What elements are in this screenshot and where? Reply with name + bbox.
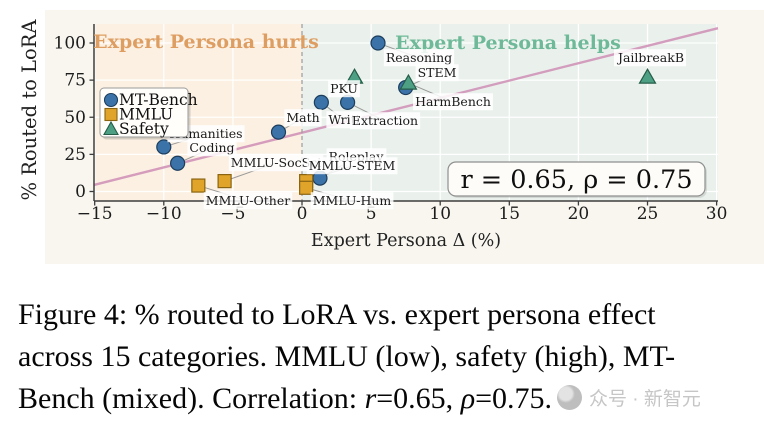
y-tick-label-0: 0: [75, 182, 86, 202]
point-label-mmlu-hum: MMLU-Hum: [313, 193, 392, 208]
stats-box-frame: [447, 161, 706, 197]
x-tick-label-5: 5: [366, 204, 377, 224]
point-mmlu-mmlu-socsci: [217, 174, 232, 189]
point-label-pku: PKU: [330, 81, 358, 96]
legend-marker-square-icon: [104, 107, 118, 122]
point-label-bg-reasoning: [383, 49, 455, 67]
figure-caption: Figure 4: % routed to LoRA vs. expert pe…: [18, 294, 760, 420]
watermark: 众号 · 新智元: [557, 384, 701, 411]
point-mt-bench-reasoning: [370, 35, 386, 51]
point-mt-bench-extraction: [340, 94, 356, 111]
point-label-bg-pku: [328, 80, 360, 98]
point-label-bg-mmlu-hum: [310, 192, 394, 210]
point-mmlu-mmlu-other: [191, 178, 206, 193]
point-label-bg-coding: [187, 139, 237, 157]
legend-marker-triangle-icon: [103, 120, 119, 136]
y-tick-label-100: 100: [54, 34, 86, 54]
point-safety-harmbench: [399, 73, 418, 90]
stats-box-text: r = 0.65, ρ = 0.75: [460, 165, 692, 195]
point-label-extraction: Extraction: [352, 113, 418, 128]
legend-marker-circle-icon: [103, 92, 119, 108]
point-label-bg-jailbreakb: [613, 49, 687, 67]
correlation-rho-symbol: ρ: [460, 382, 476, 415]
x-axis-label: Expert Persona Δ (%): [311, 231, 501, 251]
point-label-bg-mmlu-other: [203, 192, 293, 210]
point-mt-bench-coding: [170, 155, 186, 171]
point-safety-jailbreakb: [638, 67, 657, 84]
watermark-logo-icon: [557, 385, 582, 410]
y-tick-label-50: 50: [64, 108, 86, 128]
stats-box: r = 0.65, ρ = 0.75: [447, 161, 707, 198]
x-tick-label--10: −10: [146, 204, 182, 224]
point-mmlu-mmlu-hum: [299, 180, 314, 195]
x-tick-label-25: 25: [637, 204, 659, 224]
point-label-bg-mmlu-stem: [306, 157, 398, 175]
legend-label-mt-bench: MT-Bench: [119, 91, 198, 109]
watermark-text: 众号 · 新智元: [589, 389, 701, 410]
y-tick-label-25: 25: [64, 145, 86, 165]
point-label-stem: STEM: [418, 65, 457, 80]
point-label-bg-math: [284, 109, 322, 127]
caption-line-3: Bench (mixed). Correlation: r=0.65, ρ=0.…: [18, 382, 553, 415]
legend-label-mmlu: MMLU: [119, 106, 173, 124]
point-label-harmbench: HarmBench: [415, 94, 491, 109]
x-tick-label-0: 0: [297, 204, 308, 224]
legend-label-safety: Safety: [119, 120, 169, 138]
x-tick-label-15: 15: [498, 204, 520, 224]
point-label-bg-stem: [415, 64, 459, 82]
point-label-bg-extraction: [349, 112, 421, 130]
point-label-math: Math: [286, 110, 319, 125]
point-label-coding: Coding: [189, 140, 234, 155]
point-label-jailbreakb: JailbreakB: [616, 50, 684, 65]
caption-line-1: Figure 4: % routed to LoRA vs. expert pe…: [18, 298, 656, 331]
x-tick-label--15: −15: [77, 204, 113, 224]
point-label-mmlu-stem: MMLU-STEM: [309, 158, 396, 173]
region-title-helps: Expert Persona helps: [395, 32, 621, 54]
x-tick-label-10: 10: [429, 204, 451, 224]
x-tick-label-30: 30: [706, 204, 728, 224]
point-mt-bench-humanities: [156, 139, 172, 155]
y-axis-label: % Routed to LoRA: [18, 19, 41, 201]
point-label-bg-harmbench: [413, 93, 493, 111]
correlation-r-symbol: r: [364, 382, 377, 415]
point-mt-bench-writi: [313, 94, 329, 111]
y-tick-label-75: 75: [64, 71, 86, 91]
point-label-mmlu-socsci: MMLU-SocSci: [231, 155, 321, 170]
point-label-reasoning: Reasoning: [386, 50, 452, 65]
x-tick-label-20: 20: [568, 204, 590, 224]
legend-box: [99, 87, 189, 138]
point-label-mmlu-other: MMLU-Other: [206, 193, 290, 208]
point-label-bg-mmlu-socsci: [228, 154, 324, 172]
region-title-hurts: Expert Persona hurts: [93, 31, 319, 53]
point-mt-bench-math: [270, 124, 287, 140]
caption-line-2: across 15 categories. MMLU (low), safety…: [18, 340, 676, 373]
